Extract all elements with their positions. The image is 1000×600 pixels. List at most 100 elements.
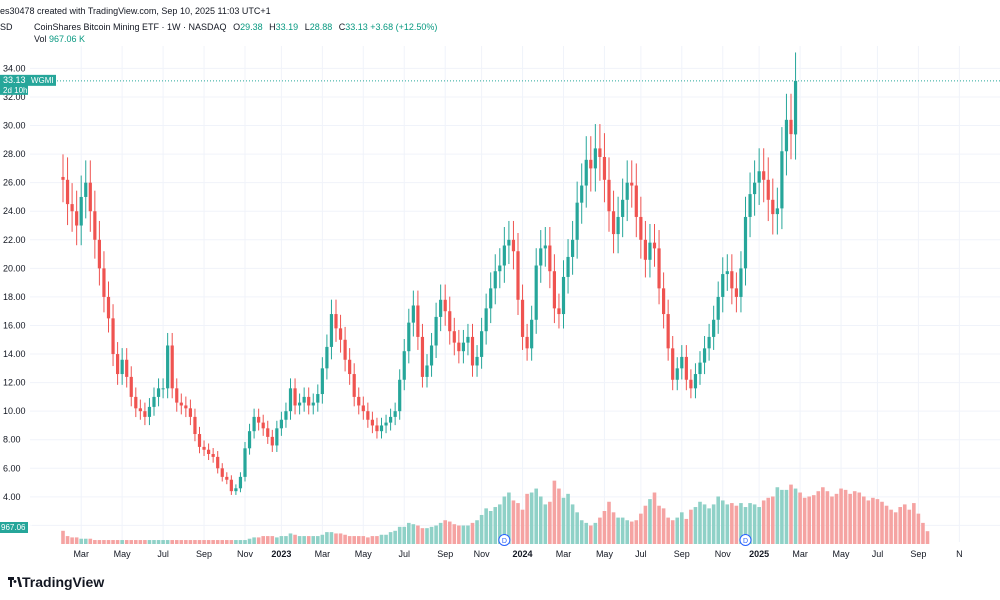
candle-body — [693, 374, 698, 389]
volume-bar — [188, 540, 193, 544]
candle-body — [712, 319, 716, 337]
volume-bar — [429, 526, 434, 544]
candle-body — [279, 419, 283, 429]
candle-body — [584, 159, 588, 186]
candle-body — [420, 336, 425, 377]
candle-body — [138, 408, 142, 412]
volume-bar — [889, 509, 893, 544]
instrument-name: CoinShares Bitcoin Mining ETF · 1W · NAS… — [34, 22, 227, 32]
volume-bar — [761, 500, 766, 544]
volume-bar — [566, 493, 570, 544]
volume-bar — [634, 520, 639, 544]
volume-bar — [507, 492, 511, 544]
volume-bar — [839, 488, 843, 544]
y-tick-label: 10.00 — [3, 406, 26, 416]
volume-bar — [680, 512, 684, 544]
candle-body — [316, 394, 320, 403]
dividend-label: D — [502, 538, 507, 545]
y-tick-label: 22.00 — [3, 235, 26, 245]
candle-body — [470, 336, 475, 366]
volume-bar — [225, 540, 229, 544]
candle-body — [225, 476, 229, 480]
volume-bar — [771, 496, 775, 544]
volume-bar — [830, 496, 834, 544]
vol-value: 967.06 K — [49, 34, 86, 44]
volume-bar — [816, 491, 821, 544]
volume-bar — [766, 497, 771, 544]
volume-bar — [666, 517, 670, 544]
volume-bar — [65, 536, 70, 544]
volume-bar — [570, 504, 575, 544]
candle-body — [252, 416, 256, 432]
price-label-box — [0, 74, 28, 95]
candle-body — [602, 156, 607, 180]
volume-bar — [525, 493, 529, 544]
tradingview-logo-icon[interactable] — [8, 574, 22, 590]
volume-bar — [97, 540, 102, 544]
candle-body — [630, 182, 634, 186]
volume-bar — [898, 507, 902, 544]
volume-bar — [780, 489, 784, 544]
volume-bar — [602, 511, 607, 544]
volume-bar — [238, 540, 243, 544]
candle-body — [757, 171, 761, 183]
volume-bar — [397, 526, 402, 544]
candle-body — [784, 119, 789, 152]
volume-bar — [793, 488, 798, 544]
candle-body — [106, 296, 111, 319]
volume-bar — [102, 540, 106, 544]
x-tick-label: Sep — [437, 549, 453, 559]
candle-body — [780, 151, 784, 209]
tradingview-brand[interactable]: TradingView — [22, 574, 105, 590]
candle-body — [416, 305, 420, 337]
volume-bar — [466, 525, 470, 544]
candle-body — [448, 311, 452, 332]
volume-bar — [912, 503, 916, 544]
volume-bar — [866, 500, 871, 544]
candle-body — [457, 342, 461, 352]
candle-body — [621, 199, 625, 217]
y-tick-label: 32.00 — [3, 92, 26, 102]
volume-bar — [297, 536, 302, 544]
volume-bar — [498, 504, 502, 544]
volume-bar — [834, 493, 839, 544]
volume-bar — [83, 538, 88, 544]
volume-bar — [561, 497, 566, 544]
candle-body — [93, 211, 97, 240]
candle-body — [498, 265, 502, 272]
volume-bar — [607, 501, 611, 544]
candle-body — [707, 336, 711, 349]
candle-body — [134, 396, 138, 409]
candle-body — [207, 449, 211, 455]
price-chart[interactable]: 34.00 32.00 30.00 28.00 26.00 24.00 22.00 20.00… — [0, 0, 1000, 570]
volume-bar — [320, 534, 325, 544]
candle-body — [184, 405, 188, 409]
volume-bar — [516, 503, 520, 544]
candle-body — [657, 248, 661, 289]
candle-body — [625, 182, 629, 200]
volume-bar — [384, 534, 388, 544]
open-value: 29.38 — [240, 22, 263, 32]
price-label-countdown: 2d 10h — [3, 86, 27, 95]
volume-bar — [311, 536, 316, 544]
volume-bar — [375, 536, 379, 544]
y-tick-label: 20.00 — [3, 263, 26, 273]
volume-bar — [598, 517, 602, 544]
candle-body — [493, 271, 497, 289]
volume-bar — [493, 507, 498, 544]
candle-body — [65, 179, 70, 205]
x-tick-label: May — [355, 549, 373, 559]
volume-bar — [557, 488, 561, 544]
volume-bar — [670, 520, 675, 544]
volume-bar — [284, 536, 288, 544]
volume-bar — [511, 500, 516, 544]
volume-bar — [648, 499, 652, 544]
candle-body — [575, 202, 579, 240]
volume-bar — [529, 492, 534, 544]
volume-bar — [461, 525, 466, 544]
candle-body — [561, 276, 566, 315]
candle-body — [452, 331, 456, 343]
candle-body — [743, 216, 748, 269]
volume-bar — [193, 540, 197, 544]
volume-bar — [775, 487, 780, 544]
